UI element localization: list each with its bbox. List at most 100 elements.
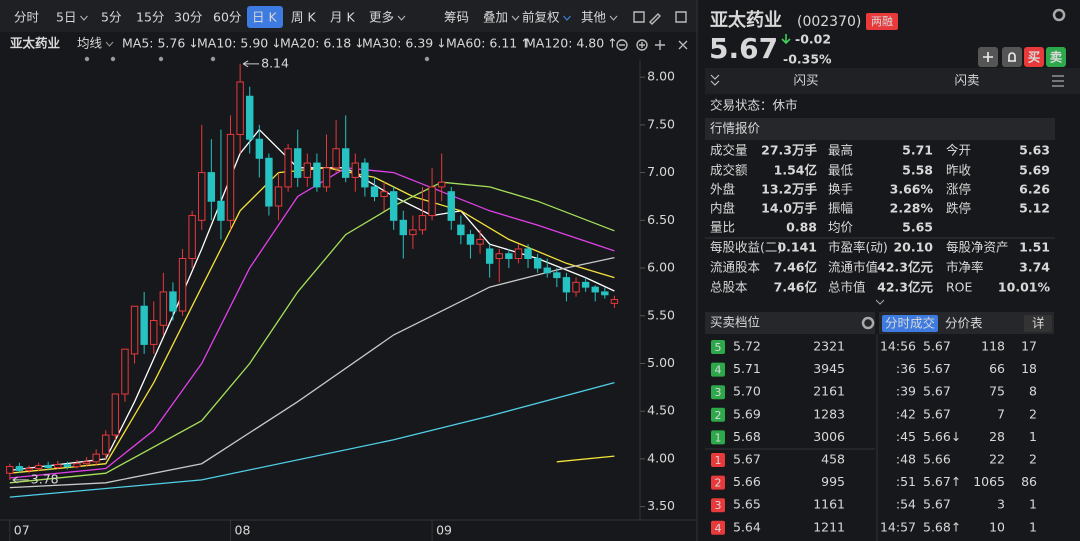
book-volume: 3006 xyxy=(813,429,845,444)
quote-label: 成交量 xyxy=(710,143,748,158)
candle-body xyxy=(562,277,571,293)
stock-code: (002370) xyxy=(797,14,861,30)
candle-body xyxy=(428,186,436,217)
level: 3 xyxy=(715,386,722,399)
ma-legend: MA20: 6.18 xyxy=(280,36,351,51)
y-tick-label: 4.00 xyxy=(647,450,675,465)
y-tick-label: 3.50 xyxy=(647,498,675,513)
menu-icon[interactable] xyxy=(1052,75,1064,87)
collapse[interactable] xyxy=(710,74,720,86)
candle-body xyxy=(198,172,206,221)
candle-body xyxy=(102,434,110,455)
level: 1 xyxy=(715,454,722,467)
quote-label: 总股本 xyxy=(710,280,748,295)
toolbar-item[interactable]: 5日 xyxy=(56,10,76,25)
tool-icons[interactable] xyxy=(616,11,688,51)
toolbar-item[interactable]: 筹码 xyxy=(444,10,469,25)
buy[interactable]: 买 xyxy=(1028,50,1041,65)
down-arrow xyxy=(781,34,791,45)
toolbar-item[interactable]: 其他 xyxy=(581,10,607,25)
change-pct: -0.35% xyxy=(783,52,832,67)
caret xyxy=(397,15,406,21)
trade-price: 5.66↓ xyxy=(923,429,961,444)
candle-body xyxy=(389,191,398,221)
toolbar-item[interactable]: 5分 xyxy=(101,10,121,25)
book-volume: 458 xyxy=(821,452,845,467)
gear[interactable] xyxy=(1052,8,1066,22)
toolbar-item[interactable]: 叠加 xyxy=(483,10,508,25)
candle-body xyxy=(543,267,551,274)
y-tick-label: 8.00 xyxy=(647,69,675,84)
tag-bg xyxy=(866,13,898,30)
book-price: 5.66 xyxy=(733,474,761,489)
quote-value: 7.46亿 xyxy=(774,280,817,295)
candle-body xyxy=(581,281,590,288)
trade-tab[interactable]: 详 xyxy=(1032,316,1045,331)
sell-button[interactable] xyxy=(1046,47,1066,67)
tag: 两融 xyxy=(871,15,893,28)
level: 2 xyxy=(715,409,722,422)
caret xyxy=(80,15,88,21)
candle-body xyxy=(466,234,475,245)
candle-body xyxy=(6,466,14,474)
level-badge xyxy=(711,340,725,354)
flash-sell[interactable]: 闪卖 xyxy=(954,73,979,88)
trade-count: 1 xyxy=(1029,497,1037,512)
trade-volume: 75 xyxy=(989,384,1005,399)
candle-body xyxy=(140,305,148,345)
candle-body xyxy=(63,464,72,468)
toolbar-item[interactable]: 月 K xyxy=(330,10,355,25)
book-price: 5.71 xyxy=(733,361,761,376)
toolbar-item[interactable]: 分时 xyxy=(14,10,40,25)
icon-button[interactable] xyxy=(1002,47,1022,67)
ma-arrow: ↓ xyxy=(271,36,281,51)
toolbar-item[interactable]: 周 K xyxy=(291,10,316,25)
flash-buy[interactable]: 闪买 xyxy=(793,73,818,88)
candle-body xyxy=(111,393,120,436)
level: 2 xyxy=(715,477,722,490)
candle-body xyxy=(591,286,599,293)
candle-body xyxy=(351,162,359,178)
bell xyxy=(1008,52,1016,62)
quote-value: 5.65 xyxy=(902,220,933,235)
x-tick-label: 08 xyxy=(235,523,251,538)
candle-body xyxy=(485,248,494,264)
toolbar-item[interactable]: 60分 xyxy=(213,10,241,25)
trade-count: 2 xyxy=(1029,452,1037,467)
ma-menu[interactable]: 均线 xyxy=(77,36,103,51)
candle-body xyxy=(418,215,427,231)
buy-button[interactable] xyxy=(1024,47,1044,67)
quote-header xyxy=(705,118,1055,140)
trade-tab[interactable]: 分价表 xyxy=(945,316,983,331)
toolbar-item[interactable]: 日 K xyxy=(252,10,277,25)
quote-value: 0.88 xyxy=(786,220,817,235)
candle-body xyxy=(601,291,609,296)
toolbar-item[interactable]: 前复权 xyxy=(522,10,560,25)
trade-tab[interactable]: 分时成交 xyxy=(885,316,935,331)
ma-line xyxy=(9,181,615,484)
quote-label: 振幅 xyxy=(828,201,853,216)
toolbar-item[interactable]: 15分 xyxy=(136,10,164,25)
candle-body xyxy=(341,148,350,178)
candle-body xyxy=(34,465,43,469)
ma-line xyxy=(9,167,615,479)
trade-count: 1 xyxy=(1029,519,1037,534)
candle-body xyxy=(514,248,523,260)
quote-value: 2.28% xyxy=(890,201,934,216)
expand[interactable] xyxy=(875,299,885,305)
quote-label: 跌停 xyxy=(946,201,971,216)
trade-price: 5.67 xyxy=(923,497,951,512)
annotation-arrow xyxy=(12,476,29,484)
gear[interactable] xyxy=(861,316,875,330)
ma-arrow: ↓ xyxy=(354,36,364,51)
toolbar-item[interactable]: 更多 xyxy=(369,10,394,25)
toolbar-item[interactable]: 30分 xyxy=(174,10,202,25)
book-price: 5.72 xyxy=(733,339,761,354)
quote-value: 0.141 xyxy=(777,240,817,255)
level-badge xyxy=(711,430,725,445)
candle-body xyxy=(533,258,542,269)
trade-price: 5.67 xyxy=(923,339,951,354)
sell[interactable]: 卖 xyxy=(1050,50,1063,65)
quote-value: 13.2万手 xyxy=(761,182,817,197)
candle-body xyxy=(553,272,561,279)
